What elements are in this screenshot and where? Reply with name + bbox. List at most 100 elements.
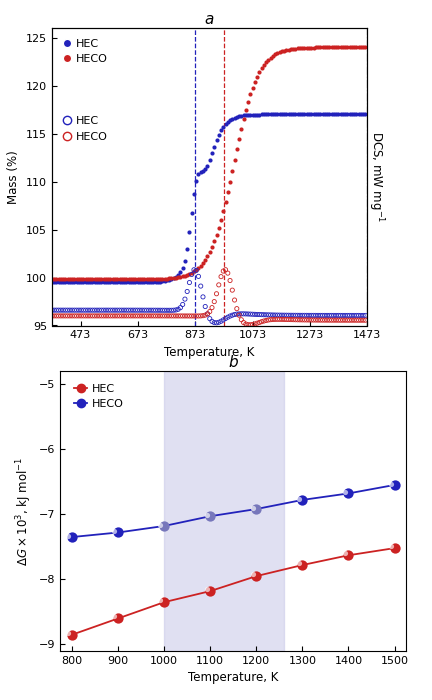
Point [288,314,295,326]
Point [222,264,229,275]
Point [330,42,337,53]
Point [321,314,328,326]
Point [242,308,249,319]
Point [146,310,152,321]
Point [301,108,308,120]
Point [170,310,177,321]
Point [324,314,330,326]
Point [154,274,161,285]
Point [238,308,245,319]
Point [186,310,193,321]
Point [345,550,352,561]
Point [263,57,270,68]
Title: b: b [229,355,238,370]
Point [314,310,321,321]
Point [130,304,137,316]
Point [111,276,118,288]
Point [146,276,152,288]
Point [197,281,204,292]
Point [340,310,346,321]
Point [206,155,213,166]
Point [267,314,274,326]
Point [134,310,141,321]
Point [48,274,55,285]
Point [143,276,150,288]
Point [64,274,71,285]
Point [274,108,281,120]
Point [53,310,60,321]
Point [215,316,222,328]
Point [211,317,218,328]
Point [314,314,321,326]
Point [348,108,355,120]
Point [53,274,60,285]
Point [152,310,159,321]
Point [348,310,355,321]
Point [204,308,211,319]
Point [121,304,127,316]
Point [233,309,240,320]
Point [344,108,351,120]
Point [299,494,306,505]
Point [175,310,181,321]
Point [163,275,170,286]
Point [71,310,78,321]
Point [242,318,249,330]
Point [328,42,335,53]
Point [351,108,358,120]
Point [109,310,116,321]
Point [209,241,216,253]
Point [326,108,333,120]
Point [272,49,279,60]
Point [76,304,83,316]
Point [107,274,114,285]
Point [211,296,218,307]
Point [326,42,333,53]
Point [73,276,80,288]
Point [139,310,146,321]
Point [114,310,121,321]
Point [60,276,67,288]
Point [292,309,299,321]
Point [184,286,191,297]
Point [249,502,256,513]
Point [317,108,324,120]
Point [177,302,184,314]
Point [247,309,254,320]
Point [159,273,166,284]
Point [51,304,57,316]
Point [305,314,312,326]
Point [132,274,139,285]
Point [346,310,353,321]
Point [118,276,125,288]
Point [166,310,173,321]
Point [319,42,326,53]
Point [207,585,214,596]
Point [78,304,85,316]
Point [93,276,100,288]
Point [295,557,302,568]
Point [296,108,303,120]
Point [186,277,193,288]
Point [312,42,319,53]
Point [254,109,260,120]
Point [220,121,227,132]
Point [299,309,306,321]
Point [353,41,360,52]
Point [285,314,292,325]
Point [245,96,251,107]
Point [335,310,342,321]
X-axis label: Temperature, K: Temperature, K [188,671,279,685]
Point [146,304,152,316]
Point [159,310,166,321]
Point [107,276,114,288]
Point [134,276,141,288]
Point [362,314,369,326]
Point [294,108,301,120]
Point [111,611,118,622]
Point [355,314,362,326]
Point [188,310,195,321]
Point [85,274,92,285]
Point [172,304,179,316]
Point [85,310,92,321]
